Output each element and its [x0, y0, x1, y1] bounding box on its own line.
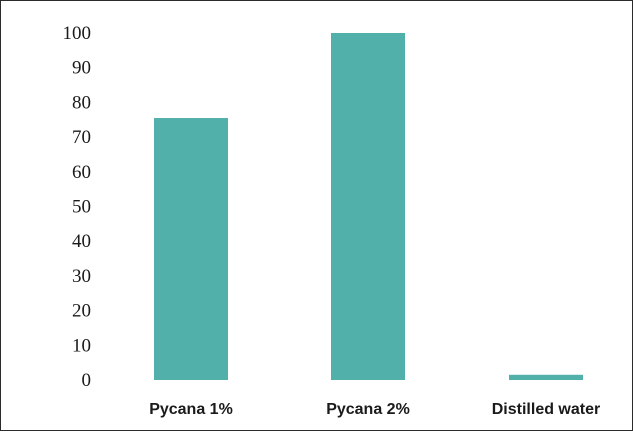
- y-tick-label: 90: [72, 58, 91, 79]
- x-category-label: Pycana 2%: [326, 401, 410, 418]
- x-category-label: Pycana 1%: [149, 401, 233, 418]
- y-tick-label: 50: [72, 197, 91, 218]
- x-axis-labels: Pycana 1% Pycana 2% Distilled water: [149, 401, 600, 418]
- y-tick-label: 30: [72, 266, 91, 287]
- y-tick-label: 10: [72, 335, 91, 356]
- bars: [154, 33, 583, 380]
- bar-pycana-2: [331, 33, 405, 380]
- y-tick-label: 60: [72, 162, 91, 183]
- y-tick-label: 20: [72, 301, 91, 322]
- bar-pycana-1: [154, 118, 228, 380]
- y-tick-label: 40: [72, 231, 91, 252]
- y-tick-label: 70: [72, 127, 91, 148]
- y-tick-label: 100: [63, 23, 92, 44]
- bar-distilled-water: [509, 374, 583, 380]
- x-category-label: Distilled water: [492, 401, 600, 418]
- y-tick-label: 80: [72, 92, 91, 113]
- y-tick-label: 0: [82, 370, 92, 391]
- y-axis-ticks: 0 10 20 30 40 50 60 70 80 90 100: [63, 23, 92, 391]
